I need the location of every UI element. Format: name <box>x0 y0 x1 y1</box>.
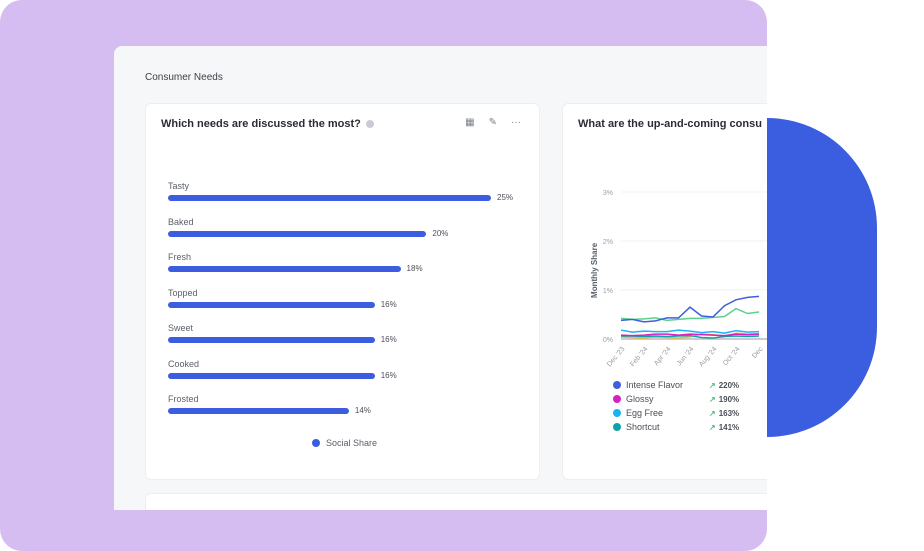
trends-line-card: What are the up-and-coming consu 0% 1% 2% 3… <box>562 103 767 480</box>
section-title: Consumer Needs <box>145 72 223 83</box>
trend-up-icon: ↗ <box>709 395 716 404</box>
growth-value: ↗ 190% <box>709 395 739 404</box>
growth-text: 141% <box>718 423 740 432</box>
legend-dot <box>613 409 621 417</box>
growth-text: 220% <box>718 381 740 390</box>
y-tick-label: 0% <box>603 337 613 344</box>
bar[interactable] <box>168 301 375 308</box>
info-icon[interactable] <box>365 120 374 128</box>
bar-label: Frosted <box>168 394 199 404</box>
y-tick-label: 2% <box>603 239 613 246</box>
x-tick-label: Dec <box>751 345 765 359</box>
x-tick-label: Oct '24 <box>722 346 742 367</box>
legend-dot <box>613 395 621 403</box>
growth-text: 190% <box>718 395 740 404</box>
series-line[interactable] <box>620 333 760 337</box>
bar-value: 18% <box>406 264 423 273</box>
needs-bar-card: Which needs are discussed the most? ▦ ✎ … <box>145 103 540 480</box>
bar-value: 14% <box>354 406 371 415</box>
bar[interactable] <box>168 408 349 414</box>
bar-value: 16% <box>380 299 397 309</box>
bar-value: 25% <box>497 193 514 202</box>
series-line[interactable] <box>620 332 760 339</box>
chart-legend[interactable]: Social Share <box>312 438 377 448</box>
legend-dot <box>312 439 320 447</box>
decorative-shape <box>767 118 877 437</box>
legend-item[interactable]: Glossy <box>613 394 654 404</box>
growth-value: ↗ 220% <box>709 381 739 390</box>
legend-dot <box>613 423 621 431</box>
y-tick-label: 1% <box>603 288 613 295</box>
dashboard-panel: Consumer Needs Which needs are discussed… <box>114 46 767 510</box>
line-chart: 0% 1% 2% 3% Monthly Share Dec '23 Feb '24 Apr '… <box>590 190 767 369</box>
bar-label: Cooked <box>168 358 200 369</box>
chart-icon[interactable]: ▦ <box>465 117 475 128</box>
card-title: What are the up-and-coming consu <box>578 118 762 130</box>
trend-up-icon: ↗ <box>709 409 716 418</box>
legend-dot <box>613 381 621 389</box>
series-line[interactable] <box>621 334 760 339</box>
x-tick-label: Feb '24 <box>629 346 649 368</box>
trend-up-icon: ↗ <box>709 381 716 390</box>
bar-label: Tasty <box>168 181 190 191</box>
bar-value: 16% <box>380 370 397 380</box>
background: Consumer Needs Which needs are discussed… <box>0 0 767 551</box>
series-line[interactable] <box>620 295 760 323</box>
bar-label: Topped <box>168 287 198 298</box>
card-title-text: Which needs are discussed the most? <box>161 118 361 130</box>
growth-value: ↗ 141% <box>709 423 739 432</box>
growth-text: 163% <box>718 409 740 418</box>
legend-label: Egg Free <box>626 408 664 418</box>
bar-value: 16% <box>380 335 397 344</box>
series-line[interactable] <box>620 329 760 334</box>
edit-icon[interactable]: ✎ <box>488 117 497 128</box>
legend-label: Intense Flavor <box>626 380 684 390</box>
bar[interactable] <box>168 266 401 272</box>
bar[interactable] <box>168 230 427 237</box>
bar[interactable] <box>168 195 491 201</box>
bar-label: Fresh <box>168 252 192 262</box>
bar-value: 20% <box>432 228 449 238</box>
bar[interactable] <box>168 372 375 379</box>
legend-label: Glossy <box>626 394 654 404</box>
legend-item[interactable]: Shortcut <box>613 422 660 432</box>
bar-label: Baked <box>168 216 194 227</box>
x-tick-label: Apr '24 <box>653 346 673 367</box>
bar[interactable] <box>168 337 375 343</box>
bar-label: Sweet <box>168 323 194 333</box>
next-card <box>145 493 767 510</box>
growth-value: ↗ 163% <box>709 409 739 418</box>
series-line[interactable] <box>620 307 760 322</box>
legend-item[interactable]: Intense Flavor <box>613 380 683 390</box>
legend-item[interactable]: Egg Free <box>613 408 663 418</box>
trend-up-icon: ↗ <box>709 423 716 432</box>
x-tick-label: Aug '24 <box>698 346 719 369</box>
card-title: Which needs are discussed the most? <box>161 118 374 130</box>
y-tick-label: 3% <box>603 190 613 197</box>
x-tick-label: Jun '24 <box>676 346 696 368</box>
legend-label: Shortcut <box>626 422 660 432</box>
y-axis-label: Monthly Share <box>590 242 599 298</box>
more-icon[interactable]: ··· <box>511 117 521 128</box>
x-tick-label: Dec '23 <box>606 346 627 369</box>
legend-label: Social Share <box>326 438 378 448</box>
